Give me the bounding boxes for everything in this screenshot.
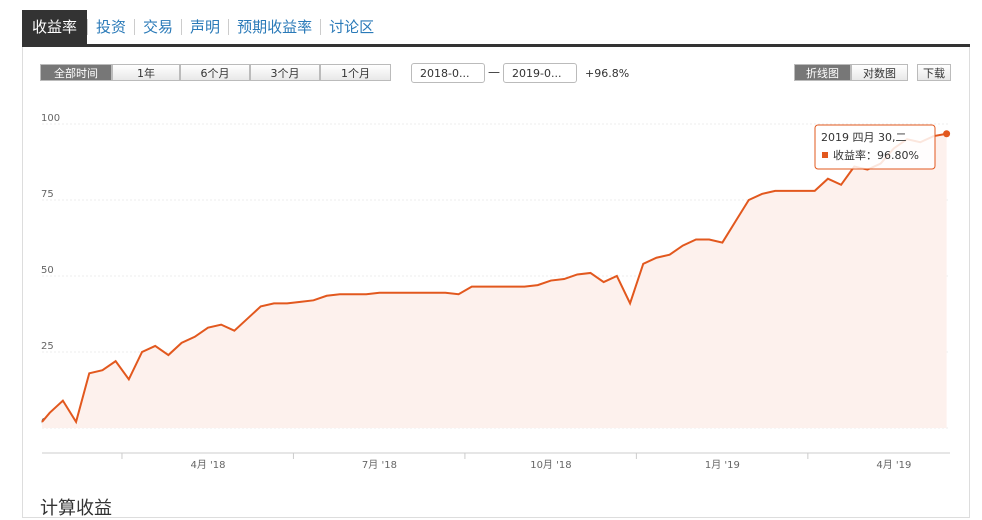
date-to[interactable]: 2019-0... — [503, 63, 577, 83]
tab-separator — [228, 19, 230, 35]
y-tick-label: 100 — [41, 113, 60, 124]
y-tick-label: 75 — [41, 189, 54, 200]
tab[interactable]: 投资 — [96, 18, 127, 36]
range-button[interactable]: 1年 — [112, 64, 180, 81]
x-tick-label: 7月 '18 — [362, 459, 397, 471]
view-button[interactable]: 折线图 — [794, 64, 851, 81]
tab[interactable]: 讨论区 — [329, 18, 375, 36]
y-tick-label: 50 — [41, 265, 54, 276]
tab-separator — [181, 19, 183, 35]
range-button[interactable]: 全部时间 — [40, 64, 112, 81]
range-button[interactable]: 3个月 — [250, 64, 320, 81]
tooltip-date: 2019 四月 30,二 — [821, 131, 906, 144]
point — [943, 130, 951, 138]
tooltip-text: 收益率：96.80% — [833, 148, 919, 162]
view-button[interactable]: 对数图 — [851, 64, 908, 81]
date-from[interactable]: 2018-0... — [411, 63, 485, 83]
area — [42, 133, 947, 428]
download-button[interactable]: 下载 — [917, 64, 951, 81]
page: 收益率 投资 交易 声明 预期收益率 讨论区 全部时间 1年 6个月 3个月 1个月 2018-0.… — [22, 10, 970, 519]
x-tick-label: 4月 '19 — [876, 459, 911, 471]
date-separator: — — [488, 65, 500, 79]
tab-separator — [134, 19, 136, 35]
tab-separator — [320, 19, 322, 35]
tab[interactable]: 声明 — [190, 18, 221, 36]
line — [41, 132, 947, 425]
tab[interactable]: 收益率 — [22, 10, 88, 44]
change: +96.8% — [585, 67, 630, 80]
tab[interactable]: 预期收益率 — [237, 18, 313, 36]
section-heading: 计算收益 — [40, 498, 112, 519]
tooltip-box — [814, 124, 936, 170]
x-tick-label: 10月 '18 — [530, 459, 571, 471]
tab[interactable]: 交易 — [143, 18, 174, 36]
range-button[interactable]: 6个月 — [180, 64, 250, 81]
range-button[interactable]: 1个月 — [320, 64, 391, 81]
tab-separator — [87, 19, 89, 35]
tab-bar: 收益率 投资 交易 声明 预期收益率 讨论区 — [22, 10, 970, 47]
tooltip-marker — [822, 152, 828, 158]
x-tick-label: 4月 '18 — [190, 459, 225, 471]
x-tick-label: 1月 '19 — [705, 459, 740, 471]
y-tick-label: 25 — [41, 341, 54, 352]
